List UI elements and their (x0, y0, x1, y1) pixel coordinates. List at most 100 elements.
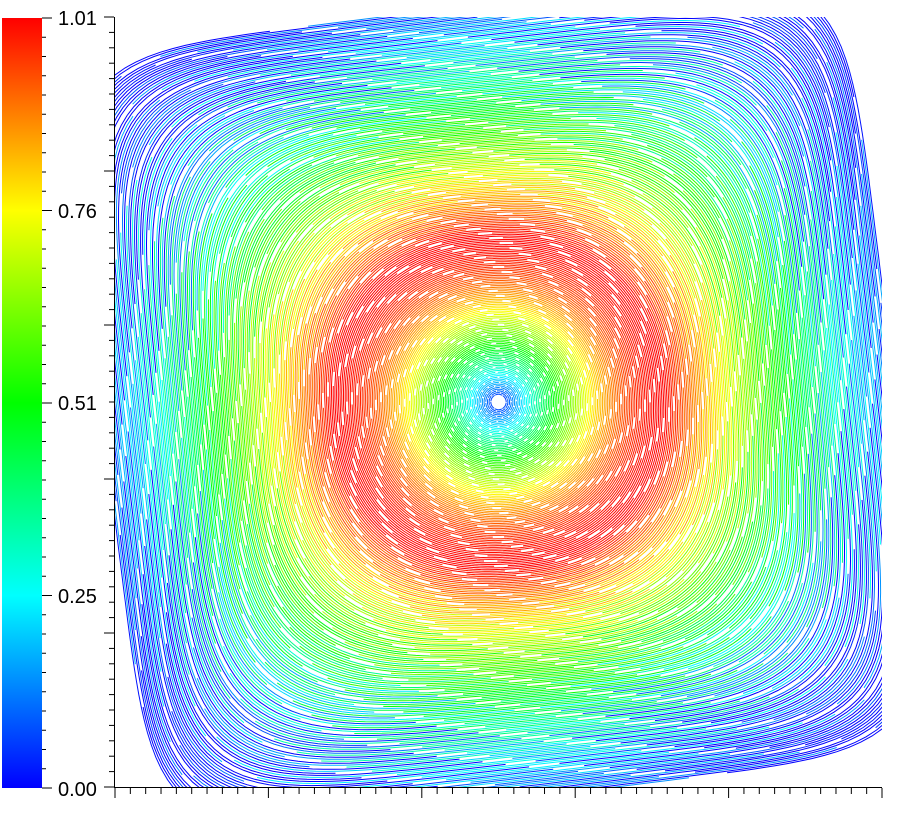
streamline-95 (491, 425, 522, 436)
streamline-1045 (186, 251, 214, 564)
streamline-956 (426, 642, 707, 686)
streamline-873 (573, 144, 746, 320)
streamline-841 (250, 275, 268, 523)
streamline-312 (516, 306, 587, 363)
streamline-984 (344, 674, 638, 696)
streamline-211 (447, 334, 507, 358)
streamline-845 (509, 152, 724, 260)
streamline-531 (438, 537, 589, 560)
streamline-1221 (137, 336, 196, 707)
streamline-214 (490, 446, 550, 470)
streamline-134 (467, 434, 509, 448)
streamline-844 (729, 281, 747, 529)
streamline-510 (577, 265, 650, 390)
streamline-748 (659, 222, 718, 431)
streamline-587 (332, 460, 452, 573)
streamline-1174 (346, 48, 701, 79)
streamline-153 (532, 365, 549, 411)
streamline-820 (399, 619, 638, 644)
streamline-468 (381, 486, 502, 543)
streamline-872 (714, 341, 756, 596)
streamline-364 (428, 291, 530, 316)
streamline-519 (356, 470, 475, 556)
streamline-892 (235, 218, 265, 482)
streamline-84 (512, 406, 531, 431)
streamline-947 (506, 121, 752, 237)
streamline-498 (619, 356, 648, 497)
streamline-1227 (150, 469, 336, 774)
streamline-721 (313, 189, 508, 263)
streamline-971 (211, 134, 357, 369)
streamline-1213 (537, 34, 831, 222)
streamline-138 (451, 364, 470, 405)
streamline-70 (472, 377, 489, 397)
streamline-431 (558, 285, 626, 386)
streamline-116 (458, 390, 468, 428)
streamline-391 (566, 302, 617, 402)
streamline-236 (448, 456, 516, 477)
streamline-993 (245, 109, 535, 176)
plot-background (115, 17, 882, 787)
streamline-886 (237, 161, 356, 385)
streamline-616 (420, 564, 596, 585)
streamline-583 (636, 357, 672, 522)
plot-area (104, 16, 883, 798)
streamline-492 (575, 411, 646, 533)
streamline-350 (501, 460, 589, 509)
streamline-766 (413, 176, 635, 198)
streamline-996 (570, 513, 795, 687)
streamline-189 (438, 348, 471, 396)
streamline-591 (333, 229, 467, 328)
streamline-414 (519, 277, 614, 349)
streamline-1006 (209, 429, 336, 696)
streamline-707 (476, 549, 670, 610)
streamline-1076 (786, 317, 820, 643)
streamline-973 (444, 636, 730, 691)
streamline-321 (428, 471, 517, 501)
streamline-781 (620, 421, 729, 615)
streamline-314 (402, 344, 421, 435)
streamline-125 (519, 365, 541, 399)
streamline-1042 (738, 359, 808, 663)
streamline-544 (614, 280, 660, 428)
streamline-733 (282, 222, 348, 423)
streamline-476 (587, 285, 641, 409)
streamline-428 (371, 418, 439, 519)
streamline-506 (355, 254, 464, 346)
streamline-1250 (165, 643, 506, 782)
streamline-522 (465, 245, 610, 284)
streamline-666 (307, 459, 436, 597)
streamline-68 (515, 381, 526, 405)
streamline-496 (351, 404, 415, 529)
streamline-827 (725, 300, 742, 542)
streamline-66 (482, 422, 508, 429)
streamline-380 (532, 290, 609, 368)
streamline-299 (483, 465, 565, 494)
streamline-1258 (774, 41, 865, 421)
streamline-741 (503, 532, 697, 620)
streamline-951 (618, 453, 780, 668)
colorbar-tick-label-4: 0.00 (58, 779, 97, 801)
streamline-711 (289, 347, 328, 550)
streamline-505 (475, 251, 613, 295)
streamline-319 (405, 306, 473, 370)
streamline-652 (572, 215, 687, 359)
streamline-185 (451, 437, 501, 462)
streamline-1292 (757, 17, 870, 373)
streamline-249 (565, 368, 576, 441)
streamline-277 (560, 384, 585, 462)
streamline-62 (519, 390, 524, 414)
streamline-1159 (172, 504, 391, 752)
streamline-417 (383, 455, 478, 527)
streamline-1019 (591, 493, 801, 690)
streamline-53 (477, 381, 492, 397)
streamline-246 (421, 363, 432, 436)
streamline-257 (421, 327, 470, 385)
streamline-739 (280, 289, 296, 505)
streamline-181 (547, 370, 558, 426)
streamline-1005 (200, 134, 309, 406)
streamline-1311 (115, 56, 228, 425)
streamline-1183 (572, 549, 855, 739)
streamline-643 (308, 374, 361, 552)
streamline-353 (408, 295, 496, 344)
